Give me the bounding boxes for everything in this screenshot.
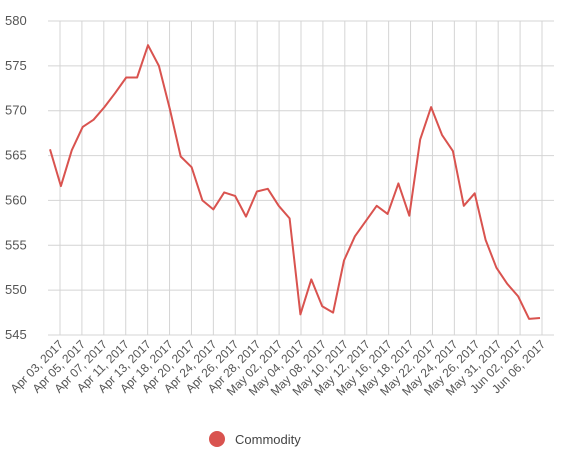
- y-tick-label-7: 580: [5, 13, 27, 28]
- y-tick-label-4: 565: [5, 148, 27, 163]
- line-chart: 545 550 555 560 565 570 575 580 Apr 03, 2017Apr…: [5, 13, 554, 399]
- legend-label-commodity: Commodity: [235, 431, 301, 447]
- gridlines: [48, 20, 554, 336]
- y-axis-ticks: 545 550 555 560 565 570 575 580: [5, 13, 27, 342]
- y-tick-label-0: 545: [5, 327, 27, 342]
- legend[interactable]: Commodity: [209, 431, 301, 447]
- y-tick-label-1: 550: [5, 282, 27, 297]
- series-line-commodity: [49, 44, 541, 320]
- legend-swatch-commodity: [209, 431, 225, 447]
- series-layer: [49, 44, 541, 320]
- y-tick-label-5: 570: [5, 103, 27, 118]
- y-tick-label-6: 575: [5, 58, 27, 73]
- y-tick-label-2: 555: [5, 237, 27, 252]
- y-tick-label-3: 560: [5, 192, 27, 207]
